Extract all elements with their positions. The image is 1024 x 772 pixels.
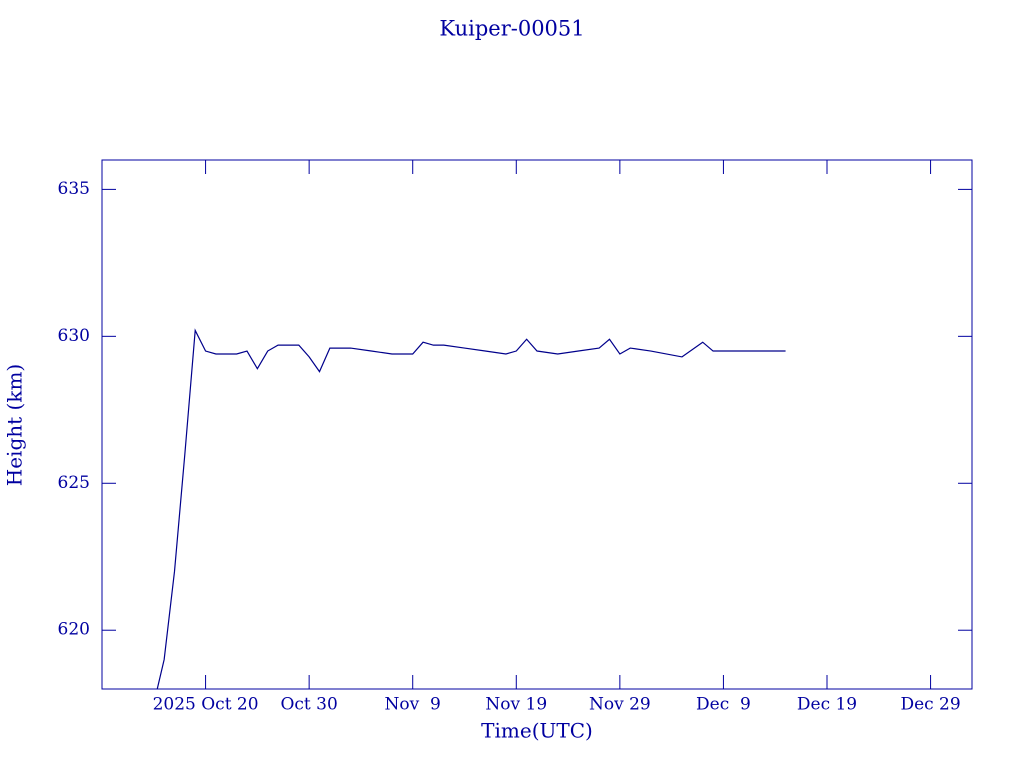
plot-frame — [101, 159, 973, 690]
x-tick-label: Nov 19 — [485, 695, 547, 715]
x-tick-label: 2025 Oct 20 — [153, 695, 259, 715]
x-tick-label: Dec 19 — [797, 695, 857, 715]
x-tick-label: Dec 9 — [696, 695, 751, 715]
chart-title: Kuiper-00051 — [439, 17, 584, 41]
y-tick-label: 630 — [58, 326, 90, 346]
x-tick-label: Nov 29 — [589, 695, 651, 715]
x-tick-label: Nov 9 — [385, 695, 441, 715]
y-tick-label: 620 — [58, 620, 90, 640]
x-tick-label: Oct 30 — [280, 695, 337, 715]
data-line — [156, 328, 786, 689]
x-axis-label: Time(UTC) — [481, 719, 593, 743]
x-tick-label: Dec 29 — [900, 695, 960, 715]
y-tick-label: 635 — [58, 179, 90, 199]
y-axis-label: Height (km) — [3, 364, 27, 486]
y-tick-label: 625 — [58, 473, 90, 493]
